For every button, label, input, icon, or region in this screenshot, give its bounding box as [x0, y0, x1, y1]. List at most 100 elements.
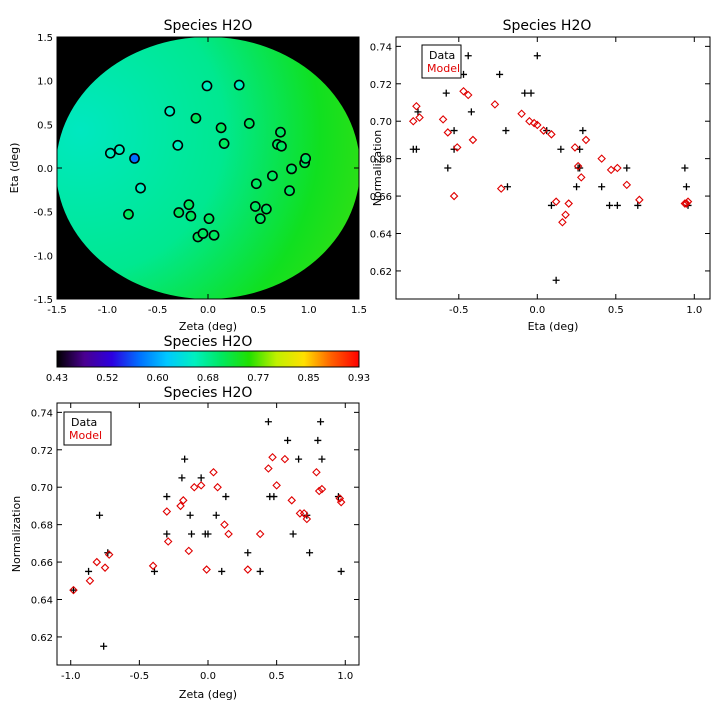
zeta-x-axis-label: Zeta (deg)	[179, 688, 237, 701]
model-point	[104, 550, 114, 559]
eta-y-tick-labels: 0.62 0.64 0.66 0.68 0.70 0.72 0.74	[370, 42, 392, 278]
map-point	[276, 140, 287, 152]
data-point	[552, 276, 560, 284]
model-point	[312, 467, 321, 477]
model-point	[272, 481, 281, 490]
model-point	[680, 199, 690, 208]
y-tick-label: -1.5	[33, 295, 53, 306]
model-point	[443, 128, 453, 137]
model-point	[561, 210, 570, 220]
y-tick-label: 0.66	[31, 558, 53, 569]
data-point	[197, 474, 205, 482]
data-point	[502, 127, 510, 135]
map-point	[218, 138, 230, 149]
zeta-legend-box	[63, 411, 112, 446]
zeta-y-axis-label: Normalization	[10, 496, 23, 572]
map-point	[233, 79, 245, 91]
model-point	[163, 537, 173, 546]
data-point	[295, 455, 303, 463]
data-point	[314, 436, 322, 444]
colorbar-tick-labels: 0.43 0.52 0.60 0.68 0.77 0.85 0.93	[46, 373, 370, 384]
x-tick-label: 0.0	[529, 305, 545, 316]
y-tick-label: 0.64	[370, 230, 392, 241]
data-point	[613, 201, 621, 209]
map-point	[286, 163, 297, 175]
map-point	[260, 203, 272, 215]
map-point	[129, 152, 140, 164]
model-point	[517, 109, 526, 119]
map-point	[183, 199, 195, 211]
y-tick-label: 0.5	[37, 120, 53, 131]
map-point	[201, 80, 213, 92]
data-point	[150, 567, 158, 575]
model-point	[299, 509, 309, 518]
model-point	[438, 115, 448, 124]
zeta-legend-data: Data	[71, 416, 97, 429]
x-tick-label: -1.0	[61, 671, 81, 682]
map-point	[267, 170, 278, 182]
model-point	[682, 199, 691, 208]
x-tick-label: 0.0	[200, 671, 216, 682]
data-point	[96, 511, 104, 519]
map-title: Species H2O	[164, 18, 253, 34]
colorbar-tick-label: 0.60	[147, 373, 169, 384]
model-point	[209, 467, 218, 477]
map-point	[114, 144, 125, 156]
data-point	[100, 642, 108, 650]
colorbar-tick-label: 0.52	[96, 373, 118, 384]
model-point	[452, 143, 462, 152]
model-point	[179, 496, 188, 505]
model-point	[69, 585, 78, 595]
map-ticks	[56, 36, 360, 300]
model-point	[317, 484, 327, 494]
x-tick-label: -0.5	[130, 671, 150, 682]
zeta-panel: Species H2O -1.0 -0.5 0.0 0.5 1.0 0.620.640.…	[10, 385, 360, 701]
eta-panel: Species H2O -0.5 0.0 0.5 1.0 0.620.640.660.…	[370, 18, 711, 333]
y-tick-label: 0.64	[31, 596, 53, 607]
model-point	[573, 161, 583, 171]
map-field	[57, 37, 359, 299]
map-point	[254, 213, 266, 225]
data-point	[450, 127, 458, 135]
colorbar-tick-label: 0.93	[348, 373, 370, 384]
zeta-x-tick-labels: -1.0 -0.5 0.0 0.5 1.0	[61, 671, 353, 682]
data-point	[623, 164, 631, 172]
map-point	[243, 118, 255, 129]
data-point	[681, 164, 689, 172]
model-point	[606, 165, 616, 175]
zeta-title: Species H2O	[164, 385, 253, 401]
model-point	[100, 563, 110, 572]
map-panel: Species H2O -1.5 -1.0 -0.5 0.0 0.5 1.0 1.5 -1.…	[8, 18, 367, 333]
data-point	[69, 586, 77, 594]
eta-legend-model: Model	[427, 62, 460, 75]
map-point	[172, 139, 184, 151]
map-y-tick-labels: -1.5 -1.0 -0.5 0.0 0.5 1.0 1.5	[33, 33, 53, 306]
y-tick-label: 0.66	[370, 192, 392, 203]
data-point	[317, 418, 325, 426]
x-tick-label: -0.5	[148, 305, 168, 316]
map-x-axis-label: Zeta (deg)	[179, 320, 237, 333]
model-point	[302, 514, 312, 524]
model-point	[570, 143, 580, 152]
data-point	[444, 164, 452, 172]
data-point	[284, 436, 292, 444]
model-point	[189, 482, 199, 492]
map-y-axis-label: Eta (deg)	[8, 143, 21, 194]
model-point	[184, 546, 194, 556]
data-point	[579, 127, 587, 135]
model-point	[92, 557, 102, 567]
model-point	[224, 529, 233, 539]
model-point	[314, 486, 324, 496]
y-tick-label: 1.0	[37, 77, 53, 88]
data-point	[414, 108, 422, 116]
map-point	[190, 112, 202, 124]
model-point	[162, 507, 172, 516]
model-point	[335, 494, 345, 503]
model-point	[622, 180, 632, 190]
data-point	[557, 145, 565, 153]
model-point	[547, 130, 556, 139]
y-tick-label: -1.0	[33, 251, 53, 262]
data-point	[289, 530, 297, 538]
model-point	[539, 126, 548, 135]
